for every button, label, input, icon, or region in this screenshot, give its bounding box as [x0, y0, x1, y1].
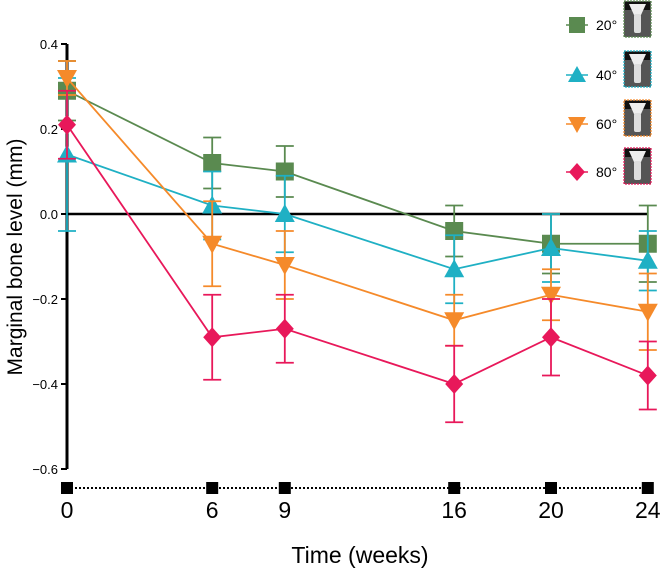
- x-tick-label: 0: [61, 497, 74, 523]
- data-point: [275, 318, 294, 339]
- x-tick-marker: [278, 482, 291, 494]
- y-tick-label: 0.4: [40, 37, 58, 52]
- data-point: [541, 286, 561, 305]
- implant-head-icon: [629, 4, 646, 15]
- data-point: [57, 70, 77, 88]
- data-point: [202, 235, 223, 254]
- x-tick-label: 6: [206, 497, 219, 523]
- data-point: [58, 114, 76, 135]
- series-line: [66, 153, 648, 271]
- data-point: [445, 374, 464, 394]
- x-tick-label: 20: [538, 497, 564, 523]
- series-60-deg: [57, 60, 658, 351]
- data-point: [542, 327, 560, 348]
- data-point: [637, 303, 658, 322]
- x-tick-marker: [641, 482, 654, 494]
- implant-head-icon: [629, 103, 646, 114]
- data-point: [541, 238, 561, 256]
- implant-body-icon: [634, 14, 641, 33]
- series-line: [66, 89, 648, 245]
- legend-marker: [568, 117, 586, 133]
- x-tick-marker: [206, 482, 219, 494]
- series-line: [66, 77, 648, 322]
- legend-label: 60°: [596, 116, 617, 132]
- legend-marker: [568, 66, 586, 82]
- legend-marker: [569, 163, 585, 181]
- x-tick-marker: [448, 482, 461, 494]
- y-tick-label: 0.2: [40, 122, 58, 137]
- series-80-deg: [58, 89, 657, 424]
- data-point: [203, 327, 222, 348]
- data-point: [274, 204, 295, 222]
- y-axis-label: Marginal bone level (mm): [4, 139, 27, 376]
- legend-item-60: 60°: [566, 99, 652, 137]
- y-tick-label: 0.0: [40, 207, 58, 222]
- implant-head-icon: [629, 151, 646, 162]
- implant-head-icon: [629, 54, 646, 65]
- legend-item-40: 40°: [566, 50, 652, 88]
- legend-label: 80°: [596, 164, 617, 180]
- x-axis-label: Time (weeks): [291, 542, 428, 568]
- y-tick-label: −0.4: [32, 377, 58, 392]
- implant-body-icon: [634, 161, 641, 180]
- x-tick-label: 24: [635, 497, 661, 523]
- implant-body-icon: [634, 113, 641, 132]
- legend-item-20: 20°: [566, 0, 652, 38]
- data-point: [203, 154, 222, 172]
- legend-label: 20°: [596, 17, 617, 33]
- implant-body-icon: [634, 64, 641, 83]
- data-point: [444, 259, 465, 278]
- x-tick-marker: [545, 482, 557, 494]
- x-tick-label: 16: [441, 497, 467, 523]
- legend-item-80: 80°: [566, 147, 652, 185]
- y-tick-label: −0.2: [32, 292, 58, 307]
- legend-label: 40°: [596, 67, 617, 83]
- y-tick-label: −0.6: [32, 462, 58, 477]
- data-point: [274, 257, 295, 275]
- data-point: [638, 365, 657, 386]
- data-point: [637, 250, 658, 269]
- series-40-deg: [57, 77, 658, 305]
- series-line: [66, 124, 649, 385]
- x-tick-label: 9: [278, 497, 291, 523]
- data-point: [444, 312, 465, 331]
- legend-marker: [569, 17, 585, 33]
- x-tick-marker: [61, 482, 73, 494]
